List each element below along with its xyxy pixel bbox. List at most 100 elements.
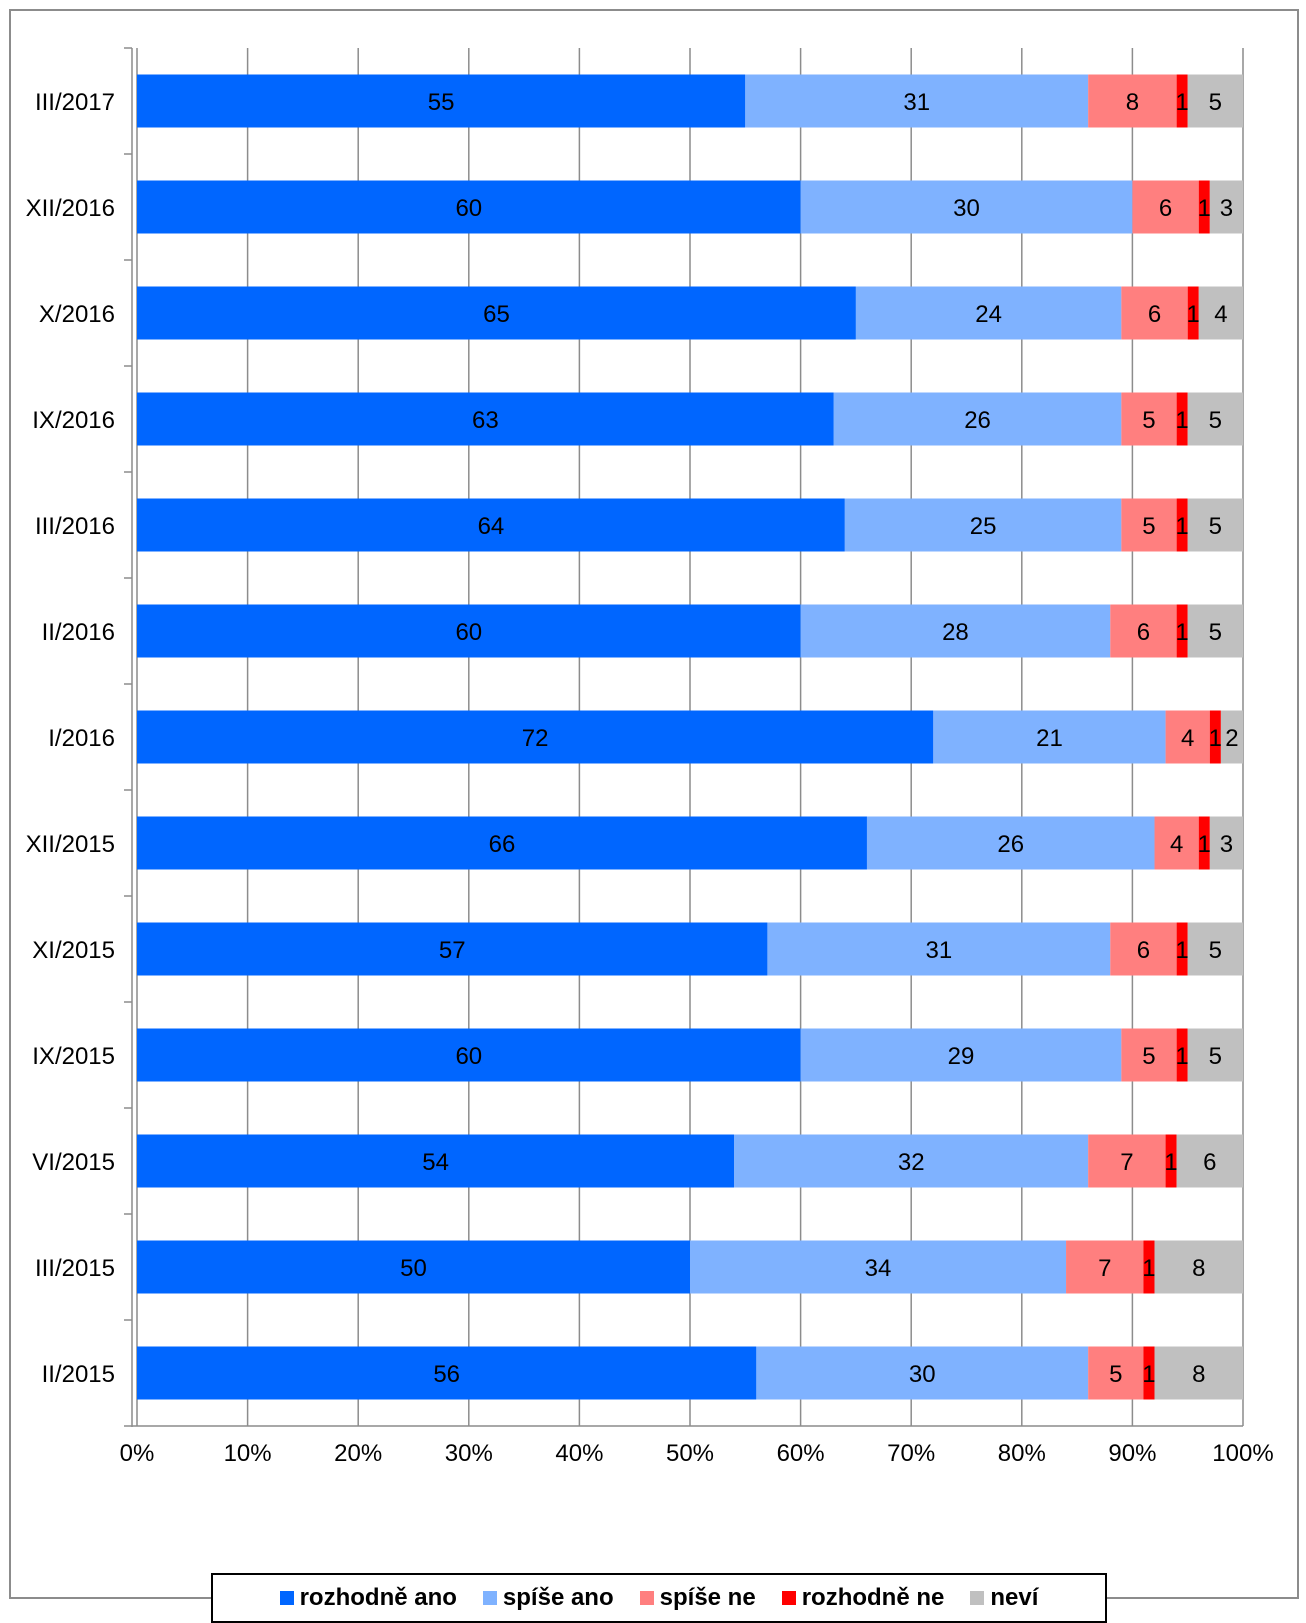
bar-segment	[734, 1134, 1089, 1188]
bar-segment	[1198, 180, 1210, 234]
legend-swatch	[781, 1591, 796, 1605]
data-label: 8	[1192, 1361, 1205, 1388]
category-label: IX/2016	[32, 407, 115, 434]
data-label: 66	[489, 831, 516, 858]
data-label: 1	[1175, 513, 1188, 540]
data-label: 30	[953, 195, 980, 222]
data-label: 65	[483, 301, 510, 328]
bar-segment	[745, 74, 1089, 128]
category-label: I/2016	[48, 725, 115, 752]
bar-segment	[1121, 392, 1177, 446]
data-label: 30	[909, 1361, 936, 1388]
x-tick-label: 30%	[445, 1440, 493, 1467]
data-label: 3	[1220, 195, 1233, 222]
data-label: 1	[1175, 89, 1188, 116]
bar-segment	[866, 816, 1155, 870]
data-label: 5	[1209, 513, 1222, 540]
data-label: 21	[1036, 725, 1063, 752]
bar-segment	[1132, 180, 1199, 234]
bar-segment	[1121, 498, 1177, 552]
data-label: 1	[1142, 1361, 1155, 1388]
data-label: 60	[455, 619, 482, 646]
bar-segment	[1176, 604, 1188, 658]
bar-segment	[1176, 74, 1188, 128]
bar-segment	[1088, 74, 1177, 128]
bar-segment	[844, 498, 1122, 552]
bar-segment	[1176, 1028, 1188, 1082]
legend-label: neví	[990, 1584, 1039, 1611]
bar-segment	[137, 74, 746, 128]
bar-segment	[1110, 604, 1177, 658]
data-label: 5	[1209, 937, 1222, 964]
bar-segment	[1143, 1346, 1155, 1400]
bar-segment	[137, 1028, 801, 1082]
bar-segment	[1187, 1028, 1243, 1082]
x-tick-label: 40%	[555, 1440, 603, 1467]
bar-segment	[1154, 816, 1199, 870]
data-label: 4	[1181, 725, 1194, 752]
legend-item-spise-ano: spíše ano	[482, 1584, 614, 1612]
legend-label: spíše ne	[659, 1584, 756, 1611]
category-label: III/2015	[35, 1255, 115, 1282]
data-label: 50	[400, 1255, 427, 1282]
data-label: 8	[1126, 89, 1139, 116]
chart-frame	[9, 9, 1299, 1599]
data-label: 5	[1142, 1043, 1155, 1070]
bar-segment	[137, 710, 934, 764]
data-label: 2	[1225, 725, 1238, 752]
data-label: 32	[898, 1149, 925, 1176]
legend-item-rozhodne-ano: rozhodně ano	[279, 1584, 457, 1612]
bar-segment	[767, 922, 1111, 976]
data-label: 3	[1220, 831, 1233, 858]
bar-segment	[756, 1346, 1089, 1400]
bar-segment	[1187, 922, 1243, 976]
legend-item-rozhodne-ne: rozhodně ne	[781, 1584, 944, 1612]
data-label: 1	[1142, 1255, 1155, 1282]
chart-legend: rozhodně ano spíše ano spíše ne rozhodně…	[211, 1573, 1107, 1623]
data-label: 4	[1214, 301, 1227, 328]
data-label: 1	[1175, 407, 1188, 434]
x-tick-label: 60%	[777, 1440, 825, 1467]
bar-segment	[1209, 180, 1243, 234]
data-label: 7	[1098, 1255, 1111, 1282]
x-tick-label: 100%	[1212, 1440, 1273, 1467]
data-label: 6	[1137, 937, 1150, 964]
bar-segment	[137, 604, 801, 658]
data-label: 1	[1175, 937, 1188, 964]
x-tick-label: 50%	[666, 1440, 714, 1467]
data-label: 5	[1209, 1043, 1222, 1070]
data-label: 29	[948, 1043, 975, 1070]
bar-segment	[1187, 498, 1243, 552]
data-label: 5	[1209, 407, 1222, 434]
bar-segment	[800, 180, 1133, 234]
category-label: II/2015	[42, 1361, 115, 1388]
data-label: 1	[1164, 1149, 1177, 1176]
data-label: 5	[1209, 89, 1222, 116]
data-label: 6	[1203, 1149, 1216, 1176]
bar-segment	[137, 392, 834, 446]
bar-segment	[833, 392, 1122, 446]
legend-label: spíše ano	[502, 1584, 614, 1611]
data-label: 25	[970, 513, 997, 540]
category-label: III/2017	[35, 89, 115, 116]
category-label: II/2016	[42, 619, 115, 646]
bar-segment	[1110, 922, 1177, 976]
data-label: 28	[942, 619, 969, 646]
bar-segment	[1088, 1346, 1144, 1400]
data-label: 5	[1142, 407, 1155, 434]
bar-segment	[1121, 1028, 1177, 1082]
bar-segment	[1187, 286, 1199, 340]
bar-segment	[137, 816, 867, 870]
data-label: 31	[925, 937, 952, 964]
bar-segment	[137, 286, 856, 340]
data-label: 1	[1175, 1043, 1188, 1070]
legend-swatch	[482, 1591, 497, 1605]
data-label: 56	[433, 1361, 460, 1388]
data-label: 1	[1187, 301, 1200, 328]
bar-segment	[137, 498, 845, 552]
data-label: 26	[964, 407, 991, 434]
bar-segment	[1176, 392, 1188, 446]
data-label: 31	[903, 89, 930, 116]
category-label: XII/2015	[26, 831, 115, 858]
